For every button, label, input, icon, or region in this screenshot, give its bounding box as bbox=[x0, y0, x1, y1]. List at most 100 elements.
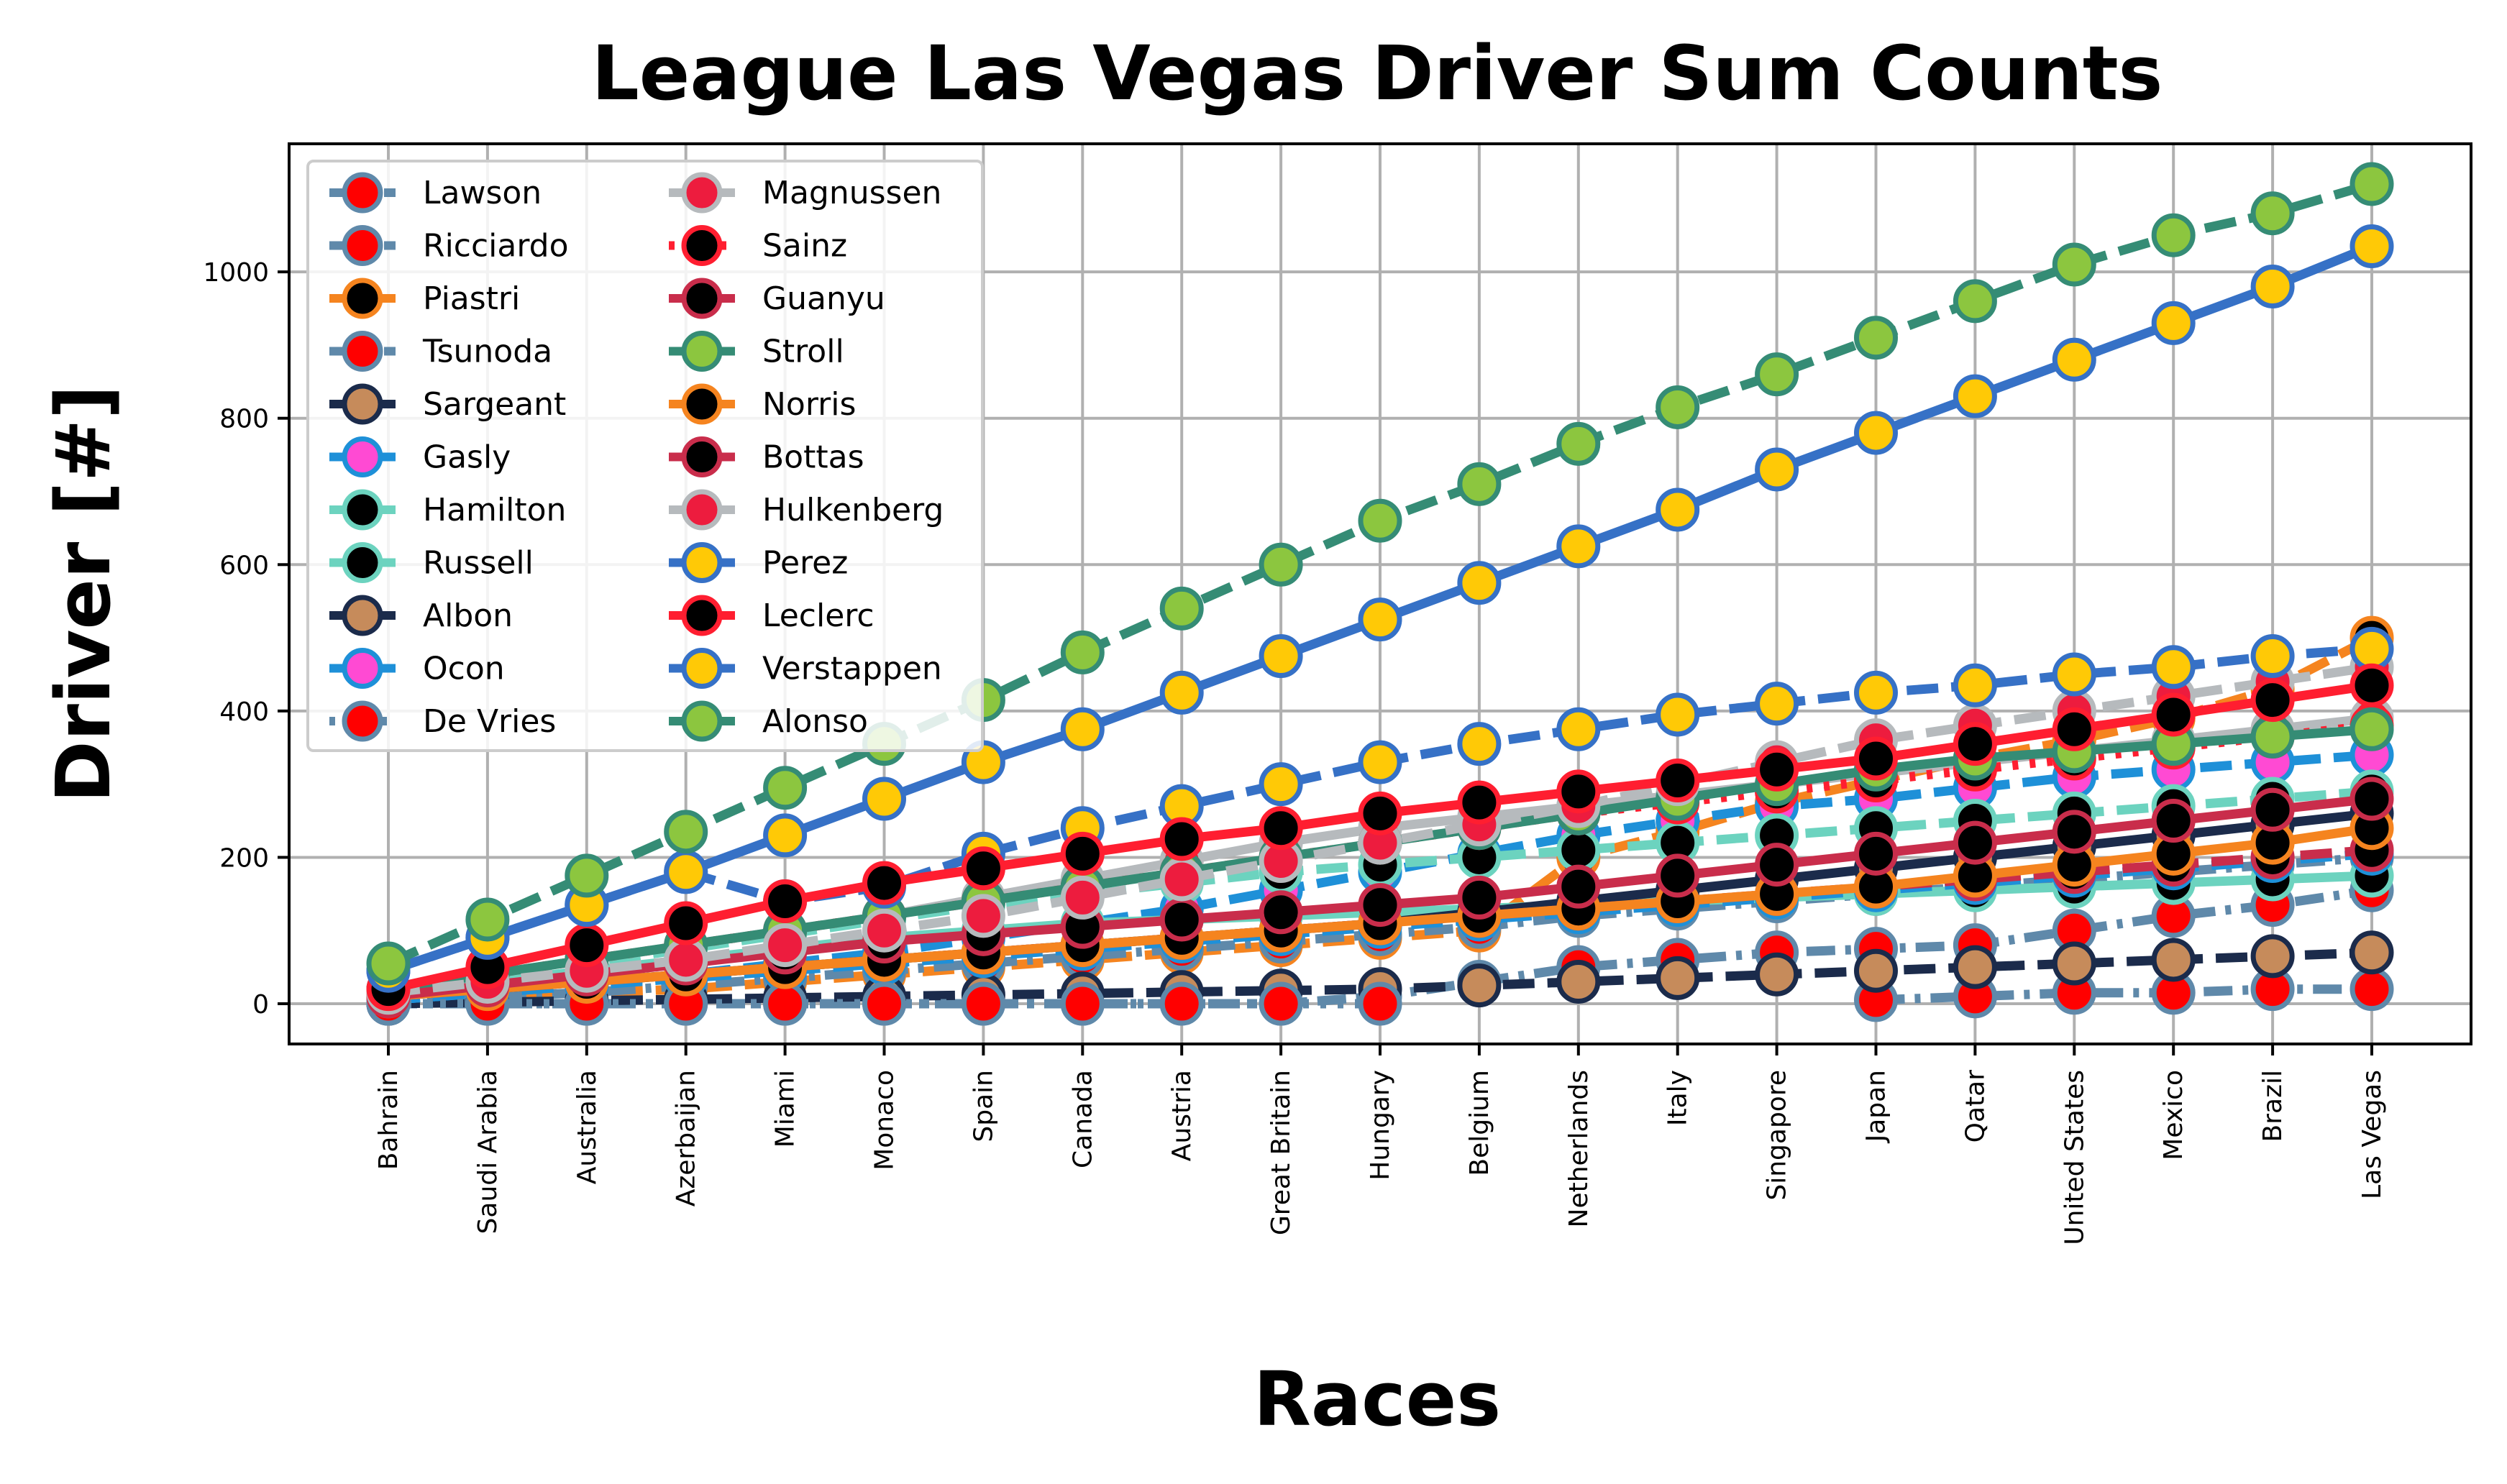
x-tick-label: United States bbox=[2060, 1070, 2089, 1245]
data-point bbox=[2250, 634, 2295, 679]
legend-label: Guanyu bbox=[762, 280, 885, 317]
data-point bbox=[2250, 678, 2295, 723]
data-point bbox=[1755, 682, 1799, 726]
data-point bbox=[1457, 875, 1502, 920]
legend-marker bbox=[681, 331, 723, 372]
x-tick-label: Saudi Arabia bbox=[473, 1070, 503, 1234]
data-point bbox=[1854, 411, 1898, 455]
data-point bbox=[1457, 462, 1502, 506]
data-point bbox=[2052, 810, 2096, 854]
data-point bbox=[1556, 864, 1601, 909]
data-point bbox=[2350, 930, 2394, 975]
data-point bbox=[1259, 634, 1303, 679]
legend-marker bbox=[342, 172, 383, 214]
data-point bbox=[2052, 337, 2096, 382]
chart-title: League Las Vegas Driver Sum Counts bbox=[592, 29, 2163, 117]
data-point bbox=[1556, 959, 1601, 1004]
x-tick-label: Azerbaijan bbox=[672, 1070, 701, 1206]
legend-entry: Magnussen bbox=[669, 172, 941, 214]
data-point bbox=[1358, 498, 1402, 543]
data-point bbox=[1556, 421, 1601, 466]
data-point bbox=[1755, 352, 1799, 397]
data-point bbox=[664, 810, 708, 854]
data-point bbox=[1159, 670, 1204, 715]
data-point bbox=[664, 938, 708, 982]
legend-entry: Verstappen bbox=[669, 648, 942, 689]
legend-entry: Gasly bbox=[329, 436, 511, 477]
data-point bbox=[1953, 722, 1997, 766]
legend-entry: Guanyu bbox=[669, 278, 885, 319]
data-point bbox=[1358, 883, 1402, 927]
legend-label: Albon bbox=[423, 597, 513, 634]
data-point bbox=[1854, 316, 1898, 360]
legend-entry: Russell bbox=[329, 542, 534, 583]
legend-label: Sargeant bbox=[423, 386, 566, 423]
x-tick-label: Canada bbox=[1068, 1070, 1097, 1168]
data-point bbox=[2250, 714, 2295, 759]
data-point bbox=[1159, 857, 1204, 902]
data-point bbox=[1953, 820, 1997, 865]
data-point bbox=[1656, 385, 1700, 429]
data-point bbox=[664, 901, 708, 945]
legend-entry: Ocon bbox=[329, 648, 505, 689]
data-point bbox=[1457, 561, 1502, 605]
x-axis: Bahrain Saudi Arabia Australia Azerbaijan Mi… bbox=[374, 1044, 2387, 1245]
data-point bbox=[2052, 707, 2096, 751]
data-point bbox=[1953, 945, 1997, 989]
data-point bbox=[2151, 938, 2196, 982]
legend-entry: Tsunoda bbox=[329, 331, 552, 372]
data-point bbox=[1259, 981, 1303, 1026]
x-axis-label: Races bbox=[1254, 1355, 1501, 1443]
legend: Lawson Ricciardo Piastri Tsunoda Sargeant Gas… bbox=[306, 160, 984, 752]
legend-marker bbox=[681, 489, 723, 531]
legend-label: Leclerc bbox=[762, 597, 875, 634]
data-point bbox=[1755, 747, 1799, 792]
data-point bbox=[1854, 670, 1898, 715]
legend-entry: Ricciardo bbox=[329, 225, 569, 266]
data-point bbox=[565, 923, 609, 968]
legend-marker bbox=[342, 436, 383, 477]
legend-marker bbox=[342, 278, 383, 319]
data-point bbox=[1060, 831, 1105, 876]
data-point bbox=[1358, 981, 1402, 1026]
data-point bbox=[2250, 264, 2295, 308]
legend-marker bbox=[681, 595, 723, 636]
legend-entry: Lawson bbox=[329, 172, 542, 214]
data-point bbox=[763, 923, 808, 968]
data-point bbox=[1159, 897, 1204, 942]
series-line bbox=[1876, 984, 2372, 1005]
x-tick-label: Spain bbox=[969, 1070, 998, 1142]
legend-frame bbox=[306, 160, 984, 752]
legend-label: De Vries bbox=[423, 703, 556, 740]
data-point bbox=[1953, 279, 1997, 324]
x-tick-label: Brazil bbox=[2258, 1070, 2288, 1142]
data-point bbox=[565, 853, 609, 898]
data-point bbox=[1854, 736, 1898, 781]
y-axis: 0 200 400 600 800 1000 bbox=[203, 258, 289, 1020]
data-point bbox=[2250, 191, 2295, 236]
data-point bbox=[1259, 542, 1303, 587]
y-tick-label: 1000 bbox=[203, 258, 269, 288]
legend-entry: Sargeant bbox=[329, 383, 566, 425]
data-point bbox=[366, 941, 411, 986]
series-lawson bbox=[1854, 967, 2394, 1022]
data-point bbox=[2350, 626, 2394, 671]
legend-entry: Norris bbox=[669, 383, 856, 425]
legend-marker bbox=[681, 225, 723, 266]
data-point bbox=[1556, 828, 1601, 872]
legend-entry: Albon bbox=[329, 595, 513, 636]
legend-marker bbox=[342, 225, 383, 266]
data-point bbox=[2350, 663, 2394, 707]
data-point bbox=[1060, 707, 1105, 751]
x-tick-label: Singapore bbox=[1763, 1070, 1792, 1201]
data-point bbox=[1854, 948, 1898, 993]
data-point bbox=[1556, 524, 1601, 569]
data-point bbox=[1953, 663, 1997, 707]
y-tick-label: 600 bbox=[219, 551, 269, 580]
legend-marker bbox=[681, 172, 723, 214]
legend-label: Hamilton bbox=[423, 492, 566, 528]
x-tick-label: Bahrain bbox=[374, 1070, 403, 1170]
legend-entry: Piastri bbox=[329, 278, 520, 319]
data-point bbox=[763, 879, 808, 924]
